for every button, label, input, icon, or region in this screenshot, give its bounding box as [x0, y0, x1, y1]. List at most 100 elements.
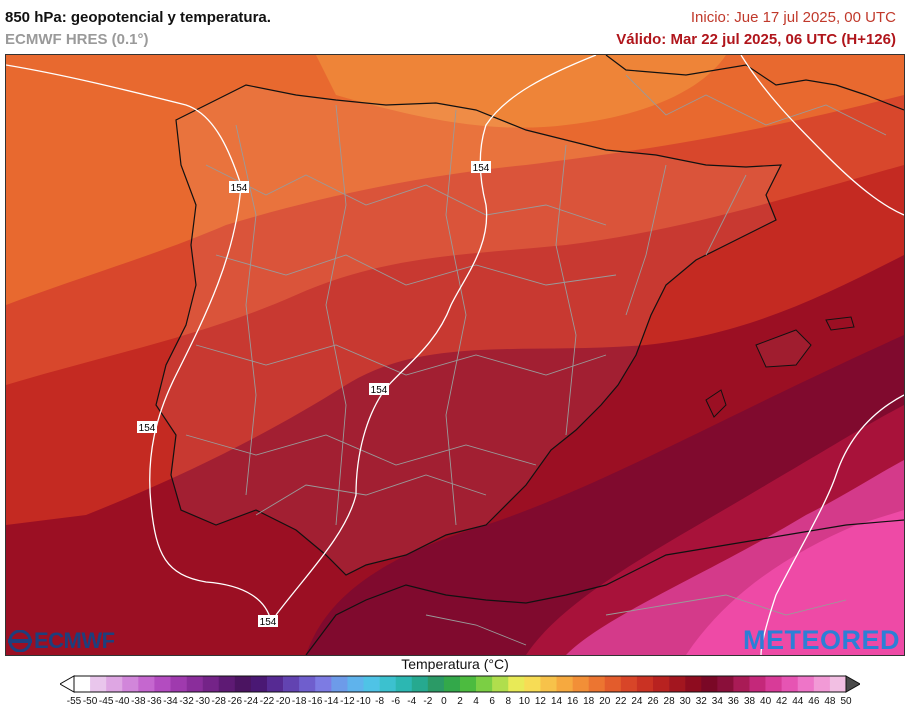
- init-time: Inicio: Jue 17 jul 2025, 00 UTC: [690, 9, 896, 26]
- colorbar-swatch: [797, 676, 815, 692]
- isohypse-label-4: 154: [137, 421, 157, 434]
- colorbar-swatch: [186, 676, 203, 692]
- colorbar-tick-label: 42: [776, 696, 788, 707]
- isohypse-lines: [6, 55, 904, 655]
- svg-text:154: 154: [473, 163, 490, 174]
- colorbar-tick-label: -28: [211, 696, 226, 707]
- colorbar-swatch: [508, 676, 525, 692]
- band-pink: [686, 510, 904, 655]
- colorbar-tick-label: 20: [599, 696, 611, 707]
- colorbar-tick-label: 28: [663, 696, 675, 707]
- colorbar-tick-label: -10: [356, 696, 371, 707]
- colorbar-swatch: [218, 676, 236, 692]
- isohypse-label-1: 154: [229, 181, 249, 194]
- colorbar-tick-label: -24: [243, 696, 259, 707]
- colorbar-tick-label: -30: [195, 696, 210, 707]
- colorbar-swatch: [363, 676, 380, 692]
- svg-text:154: 154: [260, 617, 277, 628]
- isohypse-label-3: 154: [369, 383, 389, 396]
- colorbar-swatch: [154, 676, 171, 692]
- colorbar-arrow-min: [60, 675, 75, 693]
- colorbar-tick-label: 38: [743, 696, 756, 707]
- meteored-logo: METEORED: [742, 625, 900, 655]
- colorbar-swatch: [604, 676, 622, 692]
- colorbar-tick-label: 48: [824, 696, 836, 707]
- colorbar-tick-label: -18: [291, 696, 307, 707]
- colorbar-swatch: [315, 676, 332, 692]
- colorbar-tick-label: 0: [441, 696, 447, 707]
- colorbar-swatch: [717, 676, 734, 692]
- colorbar-tick-label: -34: [163, 696, 178, 707]
- map-title: 850 hPa: geopotencial y temperatura.: [5, 9, 271, 26]
- ecmwf-mark-icon: [8, 630, 32, 652]
- colorbar-tick-label: -22: [259, 696, 275, 707]
- colorbar-tick-label: 12: [534, 696, 546, 707]
- colorbar-tick-label: -55: [66, 696, 82, 707]
- mallorca-island: [755, 329, 812, 368]
- colorbar-tick-label: -36: [147, 696, 162, 707]
- colorbar-swatch: [74, 676, 91, 692]
- colorbar-tick-label: -6: [391, 696, 401, 707]
- ecmwf-logo-text: ECMWF: [34, 628, 115, 653]
- colorbar-tick-label: -40: [115, 696, 130, 707]
- colorbar-tick-label: -16: [308, 696, 323, 707]
- temperature-colorbar: [60, 675, 860, 693]
- colorbar-arrow-max: [845, 675, 860, 693]
- colorbar-tick-label: -32: [179, 696, 194, 707]
- colorbar-ticks: -55 -50 -45 -40 -38 -36 -34 -32 -30 -28 -26 -24 -22-…: [0, 696, 910, 710]
- colorbar-tick-label: 26: [647, 696, 659, 707]
- colorbar-tick-label: 40: [760, 696, 772, 707]
- colorbar-swatch: [572, 676, 589, 692]
- colorbar-swatch: [299, 676, 316, 692]
- colorbar-swatch: [476, 676, 493, 692]
- colorbar-swatch: [653, 676, 670, 692]
- colorbar-tick-label: 32: [695, 696, 707, 707]
- isohypse-label-2: 154: [471, 161, 491, 174]
- colorbar-swatch: [733, 676, 750, 692]
- iberia-land: [155, 84, 782, 576]
- colorbar-swatch: [379, 676, 396, 692]
- africa-coast: [305, 519, 904, 655]
- colorbar-swatch: [250, 676, 268, 692]
- model-label: ECMWF HRES (0.1°): [5, 31, 149, 48]
- ibiza-island: [705, 389, 727, 418]
- colorbar-tick-label: -12: [340, 696, 355, 707]
- colorbar-swatch: [556, 676, 573, 692]
- colorbar-frame: [73, 675, 847, 693]
- colorbar-swatch: [781, 676, 799, 692]
- colorbar-tick-label: 30: [679, 696, 691, 707]
- colorbar-tick-label: -45: [98, 696, 114, 707]
- colorbar-tick-label: 44: [792, 696, 804, 707]
- colorbar-swatch: [749, 676, 766, 692]
- colorbar-tick-label: -2: [423, 696, 433, 707]
- colorbar-tick-label: 16: [567, 696, 579, 707]
- colorbar-swatch: [813, 676, 831, 692]
- colorbar-tick-label: -4: [407, 696, 417, 707]
- colorbar-swatch: [427, 676, 445, 692]
- legend-title: Temperatura (°C): [401, 656, 509, 672]
- colorbar-swatch: [267, 676, 284, 692]
- colorbar-tick-label: 8: [505, 696, 512, 707]
- colorbar-swatch: [90, 676, 107, 692]
- colorbar-swatch: [331, 676, 348, 692]
- colorbar-tick-label: -8: [375, 696, 385, 707]
- colorbar-tick-label: 10: [518, 696, 530, 707]
- france-coast: [605, 55, 904, 111]
- colorbar-swatch: [685, 676, 702, 692]
- colorbar-swatch: [443, 676, 461, 692]
- svg-text:154: 154: [139, 423, 156, 434]
- colorbar-swatch: [492, 676, 509, 692]
- svg-text:154: 154: [371, 385, 388, 396]
- colorbar-swatch: [524, 676, 541, 692]
- colorbar-swatch: [669, 676, 686, 692]
- colorbar-tick-label: -14: [324, 696, 339, 707]
- colorbar-tick-label: 14: [550, 696, 563, 707]
- menorca-island: [825, 316, 855, 331]
- colorbar-tick-label: 46: [808, 696, 820, 707]
- map-canvas: 154 154 154 154 154: [6, 55, 904, 655]
- colorbar-swatch: [411, 676, 429, 692]
- svg-text:154: 154: [231, 183, 248, 194]
- colorbar-tick-label: 18: [583, 696, 595, 707]
- colorbar-swatch: [460, 676, 477, 692]
- temperature-map[interactable]: 154 154 154 154 154: [5, 54, 905, 656]
